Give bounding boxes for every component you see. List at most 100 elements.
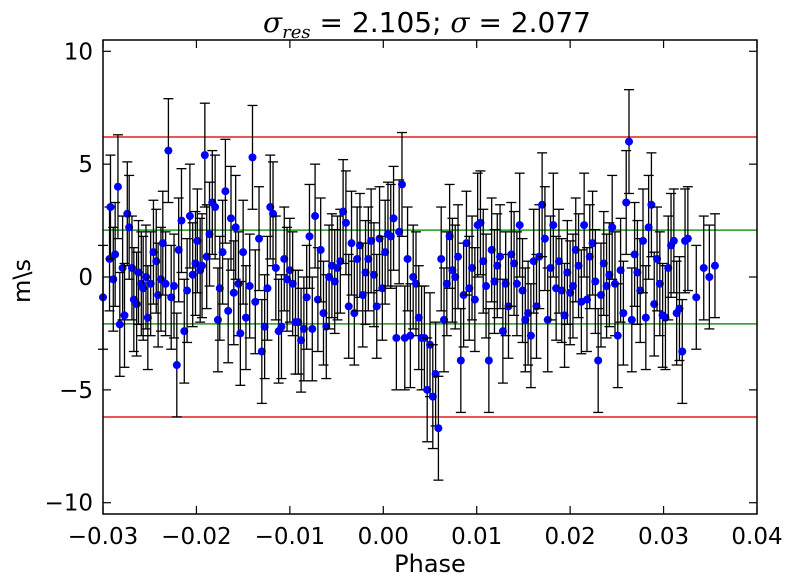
data-marker (616, 266, 625, 275)
data-point (171, 312, 182, 418)
data-marker (248, 153, 257, 162)
data-marker (465, 284, 474, 293)
data-marker (650, 300, 659, 309)
data-point (279, 206, 290, 312)
data-point (199, 102, 210, 208)
data-marker (468, 263, 477, 272)
data-point (405, 283, 416, 389)
data-marker (518, 286, 527, 295)
data-marker (423, 385, 432, 394)
data-marker (683, 234, 692, 243)
data-point (112, 134, 123, 240)
data-marker (639, 236, 648, 245)
data-marker (692, 293, 701, 302)
data-point (559, 262, 570, 368)
data-marker (245, 282, 254, 291)
data-marker (653, 254, 662, 263)
y-tick-label: 0 (78, 265, 93, 291)
data-marker (625, 137, 634, 146)
data-point (247, 104, 258, 210)
data-marker (496, 252, 505, 261)
data-marker (294, 318, 303, 327)
data-point (166, 244, 177, 350)
data-marker (120, 311, 129, 320)
data-point (184, 163, 195, 269)
data-point (204, 181, 215, 287)
data-point (584, 204, 595, 310)
data-marker (231, 223, 240, 232)
data-marker (529, 257, 538, 266)
data-point (124, 174, 135, 280)
data-point (511, 231, 522, 337)
data-point (682, 186, 693, 292)
data-point (668, 188, 679, 294)
y-tick-label: 10 (64, 39, 93, 65)
data-point (173, 197, 184, 303)
data-point (346, 190, 357, 296)
data-marker (146, 279, 155, 288)
data-marker (285, 266, 294, 275)
data-marker (526, 331, 535, 340)
data-point (581, 247, 592, 353)
data-point (133, 219, 144, 326)
data-point (169, 233, 180, 339)
data-marker (678, 347, 687, 356)
x-tick-label: 0.02 (545, 524, 596, 550)
data-marker (538, 200, 547, 209)
data-marker (226, 214, 235, 223)
data-marker (482, 282, 491, 291)
data-point (332, 215, 343, 321)
data-point (461, 190, 472, 296)
plot-frame (102, 39, 758, 515)
data-point (256, 298, 267, 405)
data-point (338, 158, 349, 265)
data-marker (710, 261, 719, 270)
data-marker (633, 268, 642, 277)
data-point (671, 260, 682, 366)
data-marker (260, 322, 269, 331)
data-marker (507, 250, 516, 259)
data-point (590, 228, 601, 335)
title-subscript-res: res (282, 22, 311, 43)
data-point (220, 138, 231, 244)
data-marker (358, 291, 367, 300)
data-point (270, 215, 281, 321)
data-marker (170, 282, 179, 291)
data-marker (434, 424, 443, 433)
x-tick-label: 0.03 (638, 524, 689, 550)
data-marker (437, 254, 446, 263)
axis-ticks: −0.03 −0.02 −0.01 0.00 0.01 0.02 0.03 0.04 10 5 0 −… (44, 39, 782, 550)
data-marker (339, 207, 348, 216)
data-point (268, 161, 279, 267)
data-marker (257, 347, 266, 356)
data-marker (448, 266, 457, 275)
data-marker (395, 227, 404, 236)
data-marker (255, 234, 264, 243)
data-point (632, 219, 643, 326)
y-tick-label: 5 (78, 152, 93, 178)
data-marker (585, 252, 594, 261)
data-point (483, 307, 494, 414)
data-point (368, 222, 379, 328)
data-point (497, 278, 508, 384)
data-marker (566, 288, 575, 297)
data-point (624, 89, 635, 195)
data-marker (381, 248, 390, 257)
data-marker (311, 212, 320, 221)
data-point (210, 154, 221, 260)
data-marker (462, 239, 471, 248)
data-marker (669, 236, 678, 245)
data-point (433, 375, 444, 481)
data-marker (369, 270, 378, 279)
data-point (230, 174, 241, 280)
data-point (110, 201, 121, 307)
data-point (654, 231, 665, 337)
data-marker (325, 273, 334, 281)
data-point (296, 287, 307, 393)
data-point (604, 222, 615, 328)
data-point (301, 244, 312, 350)
data-point (709, 213, 720, 319)
data-marker (266, 203, 275, 212)
data-marker (493, 261, 502, 270)
data-point (105, 154, 116, 260)
